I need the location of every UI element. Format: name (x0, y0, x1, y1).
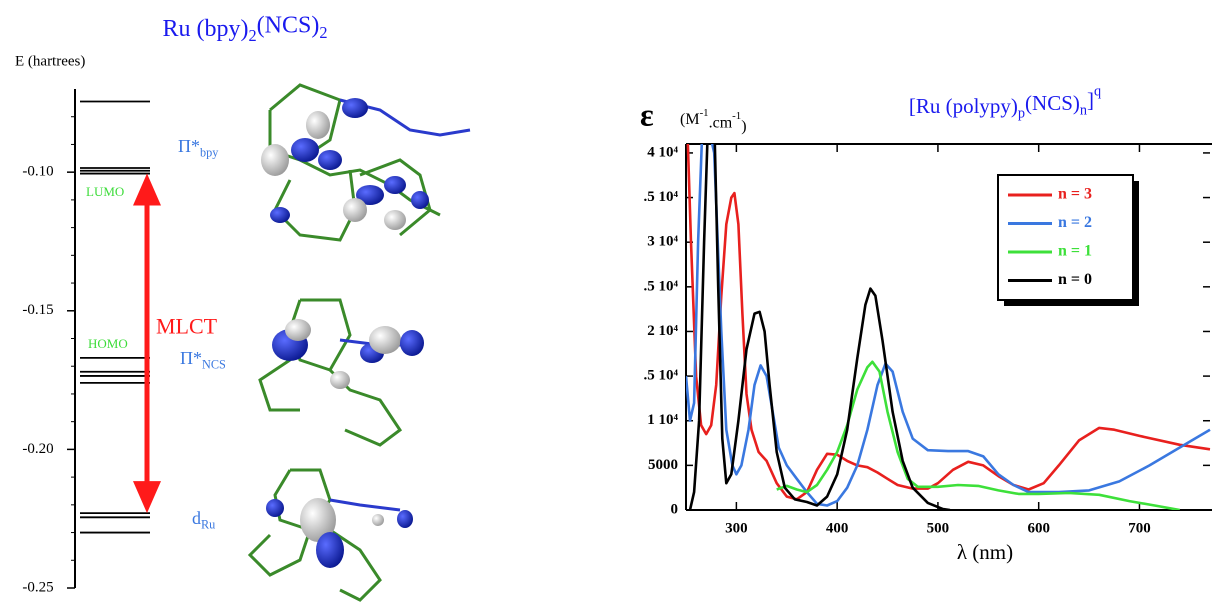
text-part: -1 (732, 110, 741, 122)
text-part: Π* (180, 348, 202, 368)
lumo-label: LUMO (86, 184, 124, 199)
y-tick-label: 1 10⁴ (647, 412, 678, 428)
text-part: d (192, 508, 201, 528)
orbital-image (261, 85, 470, 240)
orbital-label: Π*bpy (178, 136, 219, 159)
legend-label: n = 1 (1058, 243, 1092, 260)
text-part: NCS (202, 357, 226, 371)
legend-label: n = 0 (1058, 271, 1092, 288)
orbital-image (260, 300, 424, 445)
x-tick-label: 400 (826, 520, 849, 536)
y-axis-unit: (M-1.cm-1) (680, 106, 747, 134)
y-tick-label: .5 10⁴ (644, 189, 679, 205)
y-tick-label: .5 10⁴ (644, 368, 679, 384)
text-part: (NCS) (257, 12, 320, 38)
text-part: q (1094, 84, 1101, 100)
y-tick-label: -0.20 (22, 441, 53, 457)
figure: Ru (bpy)2(NCS)2 E (hartrees) LUMO HOMO Π… (0, 0, 1212, 606)
mlct-label: MLCT (156, 313, 218, 338)
text-part: ) (741, 117, 746, 134)
y-tick-label: -0.15 (22, 302, 53, 318)
orbital-label: dRu (192, 508, 215, 531)
series-line (777, 362, 1180, 510)
x-tick-label: 600 (1027, 520, 1050, 536)
x-tick-label: 700 (1128, 520, 1151, 536)
y-axis-label: E (hartrees) (15, 53, 85, 69)
text-part: 2 (319, 23, 327, 42)
x-tick-label: 300 (725, 520, 748, 536)
text-part: n (1080, 103, 1087, 119)
text-part: Ru (201, 517, 215, 531)
text-part: Ru (bpy) (163, 16, 249, 42)
y-tick-label: 2 10⁴ (647, 323, 678, 339)
y-tick-label: -0.10 (22, 164, 53, 180)
text-part: (NCS) (1025, 91, 1080, 115)
arrow-head (133, 174, 161, 206)
legend-label: n = 3 (1058, 186, 1092, 203)
text-part: -1 (700, 106, 709, 118)
homo-label: HOMO (88, 336, 128, 351)
text-part: .cm (709, 114, 733, 131)
y-tick-label: -0.25 (22, 579, 53, 595)
text-part: Π* (178, 136, 200, 156)
y-tick-label: 3 10⁴ (647, 234, 678, 250)
y-tick-label: .5 10⁴ (644, 278, 679, 294)
y-tick-label: 5000 (648, 457, 678, 473)
text-part: bpy (200, 145, 219, 159)
x-axis-label: λ (nm) (957, 540, 1013, 564)
arrow-head (133, 481, 161, 513)
text-part: p (1018, 106, 1025, 122)
y-axis-label: ε (640, 96, 654, 132)
left-title: Ru (bpy)2(NCS)2 (163, 12, 328, 45)
text-part: [Ru (polypy) (909, 94, 1018, 118)
x-tick-label: 500 (927, 520, 950, 536)
text-part: (M (680, 111, 700, 128)
text-part: ] (1087, 88, 1094, 112)
orbital-image (250, 470, 413, 600)
y-tick-label: 0 (671, 501, 679, 517)
y-tick-label: 4 10⁴ (647, 144, 678, 160)
right-title: [Ru (polypy)p(NCS)n]q (909, 84, 1101, 122)
orbital-label: Π*NCS (180, 348, 226, 371)
legend-label: n = 2 (1058, 214, 1092, 231)
text-part: 2 (249, 26, 257, 45)
